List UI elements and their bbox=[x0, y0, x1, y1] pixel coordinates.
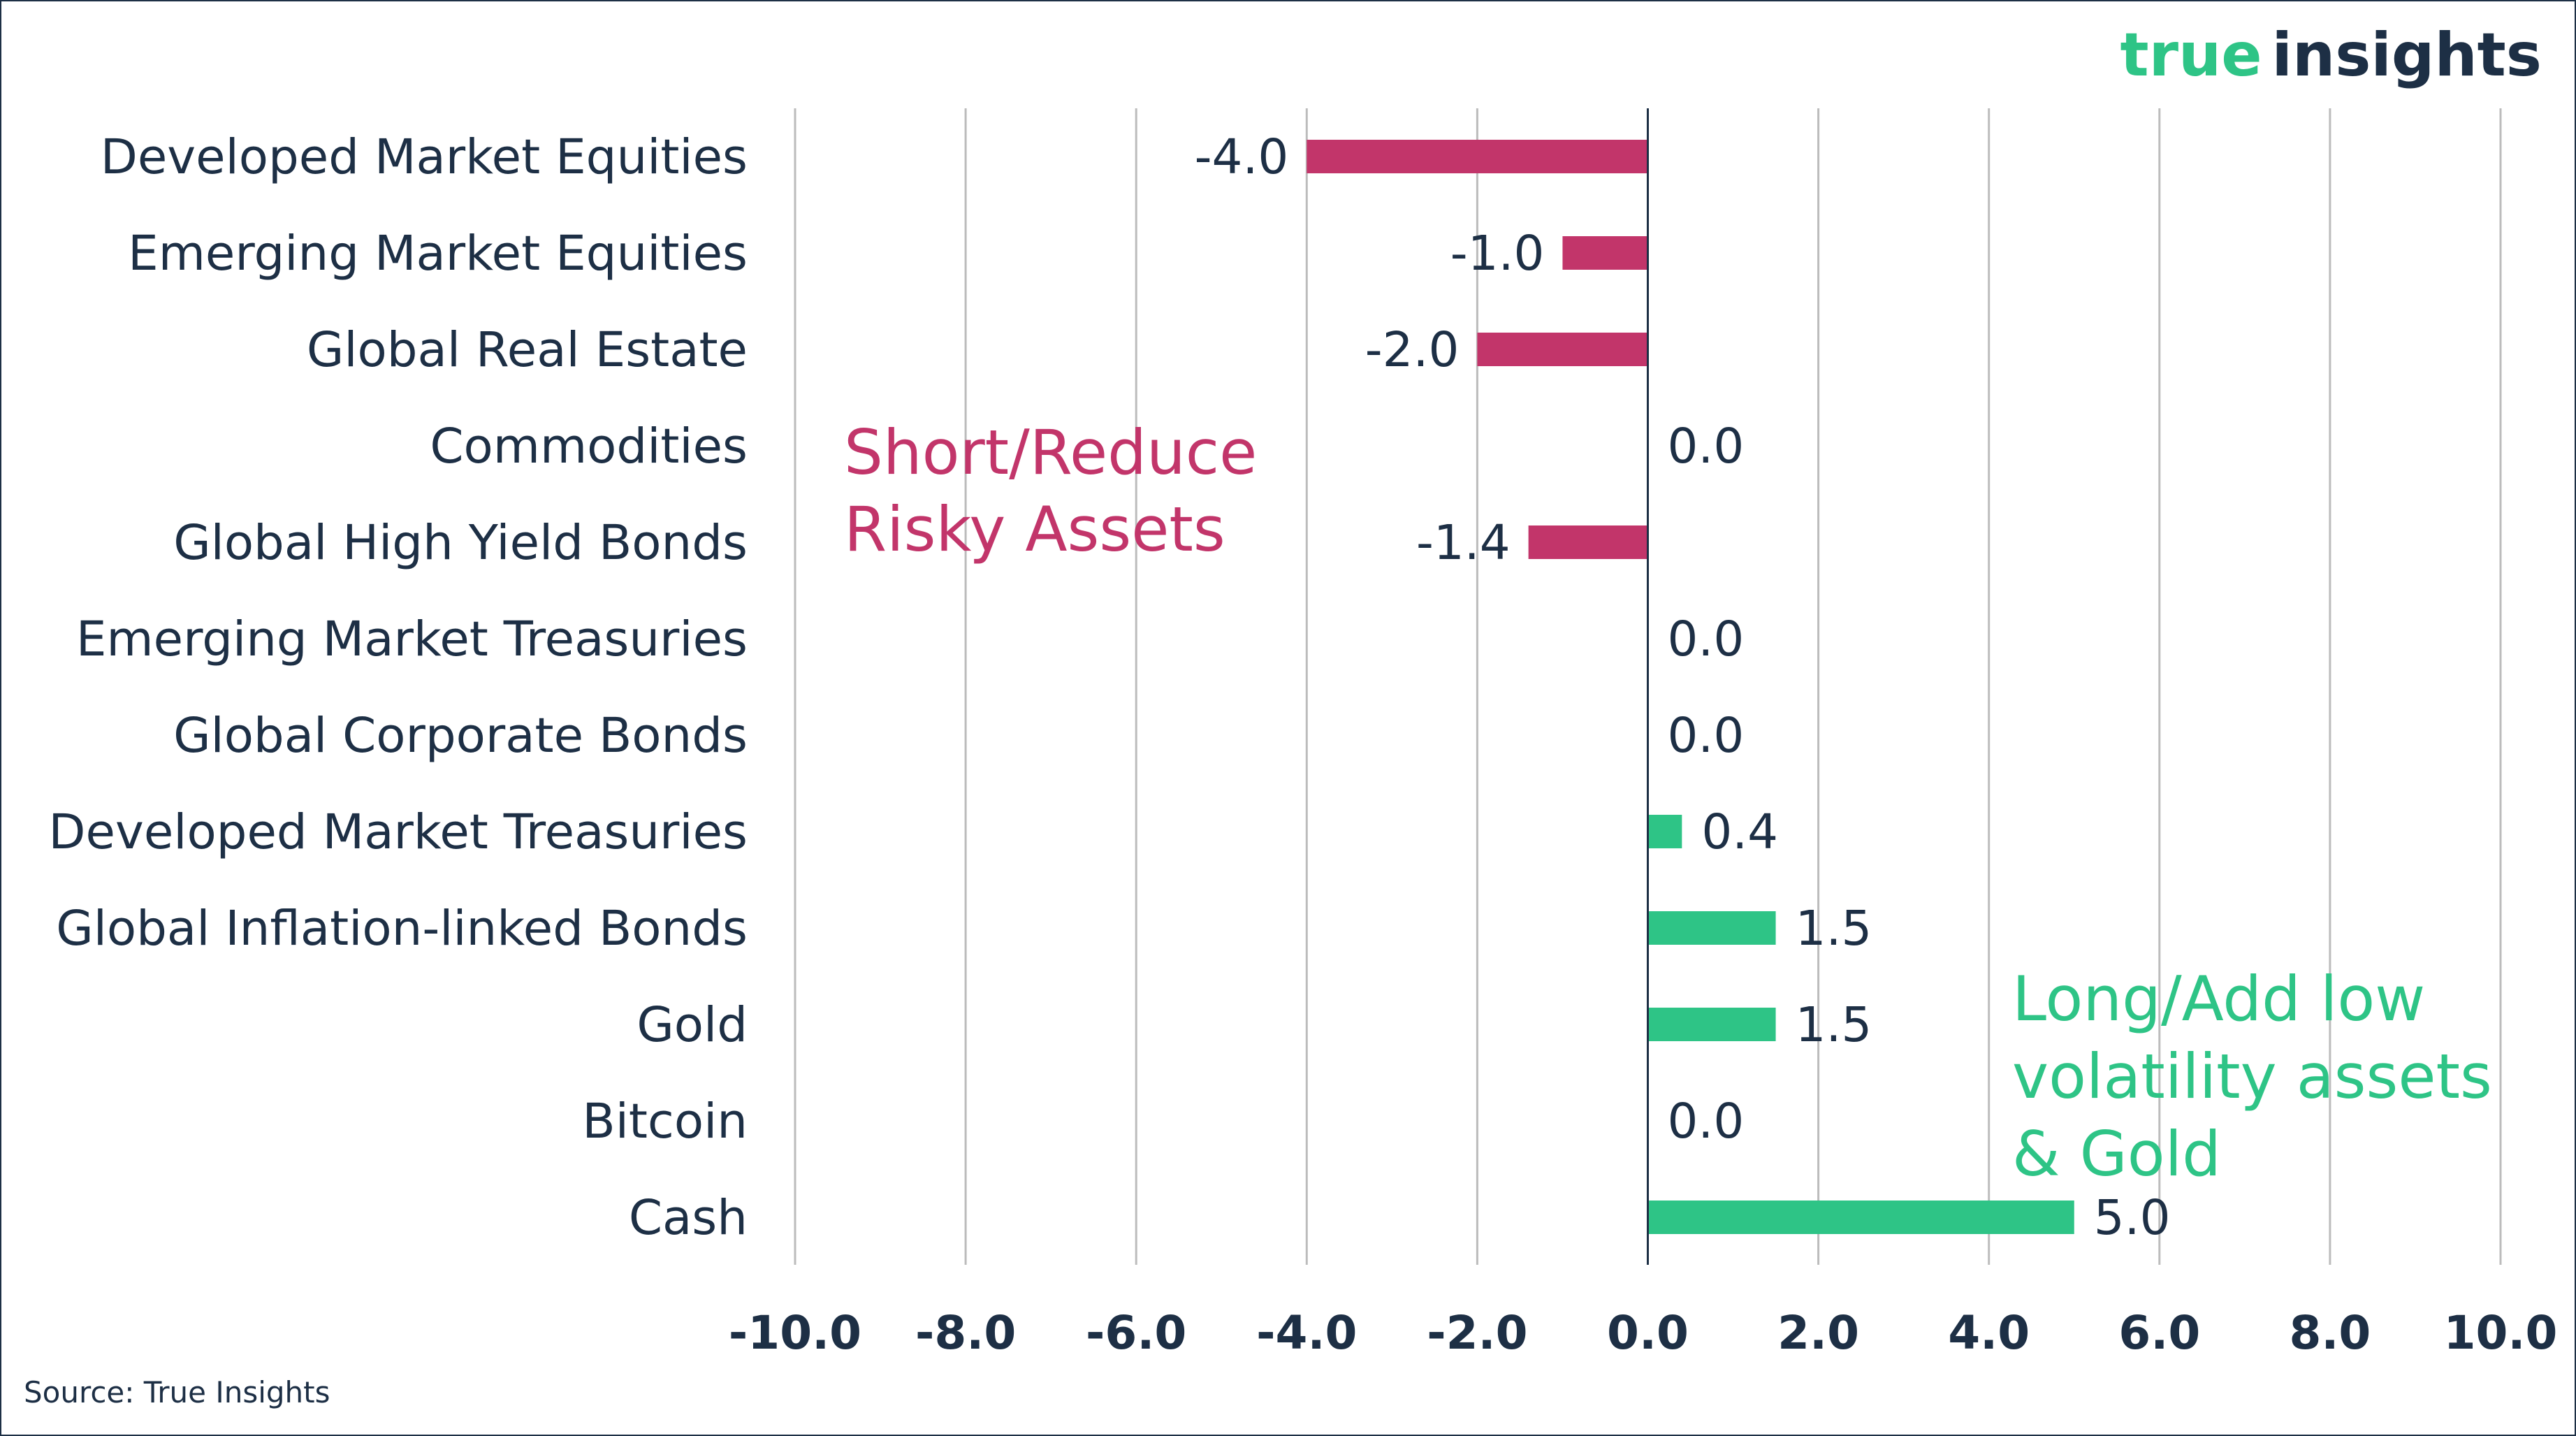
category-label: Developed Market Equities bbox=[101, 129, 748, 185]
x-tick-label: 10.0 bbox=[2444, 1306, 2558, 1360]
x-tick-label: -10.0 bbox=[729, 1306, 861, 1360]
category-label: Commodities bbox=[430, 419, 748, 474]
brand-logo-true: true bbox=[2120, 20, 2262, 90]
value-label: -1.4 bbox=[1416, 515, 1511, 571]
value-label: 5.0 bbox=[2094, 1190, 2171, 1246]
annotation-negative-line2: Risky Assets bbox=[844, 493, 1225, 565]
annotation-positive-line3: & Gold bbox=[2012, 1118, 2221, 1190]
bar bbox=[1307, 140, 1648, 173]
value-label: 0.4 bbox=[1701, 804, 1778, 860]
x-axis-ticks: -10.0 -8.0 -6.0 -4.0 -2.0 0.0 2.0 4.0 6.0 8.0 10.0 bbox=[729, 1306, 2558, 1360]
category-label: Bitcoin bbox=[582, 1094, 748, 1149]
annotation-negative: Short/Reduce Risky Assets bbox=[844, 416, 1276, 565]
category-label: Gold bbox=[636, 997, 748, 1053]
x-tick-label: 2.0 bbox=[1777, 1306, 1859, 1360]
category-label: Global Real Estate bbox=[307, 322, 748, 378]
bars bbox=[1307, 140, 2074, 1234]
category-label: Global Inflation-linked Bonds bbox=[56, 901, 748, 957]
annotation-positive: Long/Add low volatility assets & Gold bbox=[2012, 963, 2512, 1190]
bar bbox=[1647, 815, 1682, 848]
category-label: Emerging Market Treasuries bbox=[76, 611, 748, 667]
category-label: Global Corporate Bonds bbox=[173, 708, 748, 764]
value-label: 0.0 bbox=[1668, 611, 1745, 667]
x-tick-label: -4.0 bbox=[1256, 1306, 1357, 1360]
x-tick-label: -6.0 bbox=[1086, 1306, 1186, 1360]
category-label: Emerging Market Equities bbox=[128, 226, 748, 282]
bar bbox=[1647, 1008, 1776, 1041]
gridlines bbox=[794, 108, 2502, 1265]
value-label: 0.0 bbox=[1668, 1094, 1745, 1149]
x-tick-label: 8.0 bbox=[2289, 1306, 2371, 1360]
category-label: Global High Yield Bonds bbox=[173, 515, 748, 571]
brand-logo-insights: insights bbox=[2272, 20, 2542, 90]
value-label: 1.5 bbox=[1796, 997, 1872, 1053]
brand-logo: true insights bbox=[2120, 20, 2542, 90]
x-tick-label: 6.0 bbox=[2118, 1306, 2200, 1360]
bar bbox=[1477, 333, 1648, 366]
value-labels: -4.0 -1.0 -2.0 0.0 -1.4 0.0 0.0 0.4 1.5 1.5 0.0 5.0 bbox=[1195, 129, 2171, 1246]
category-label: Cash bbox=[629, 1190, 748, 1246]
bar bbox=[1647, 1201, 2074, 1234]
value-label: -2.0 bbox=[1365, 322, 1460, 378]
annotation-positive-line2: volatility assets bbox=[2012, 1040, 2492, 1112]
value-label: 0.0 bbox=[1668, 419, 1745, 474]
annotation-negative-line1: Short/Reduce bbox=[844, 416, 1257, 488]
x-tick-label: -8.0 bbox=[915, 1306, 1016, 1360]
value-label: 1.5 bbox=[1796, 901, 1872, 957]
category-labels: Developed Market Equities Emerging Market… bbox=[48, 129, 748, 1246]
x-tick-label: -2.0 bbox=[1427, 1306, 1527, 1360]
bar bbox=[1562, 236, 1648, 270]
value-label: 0.0 bbox=[1668, 708, 1745, 764]
bar bbox=[1528, 525, 1648, 559]
annotation-positive-line1: Long/Add low bbox=[2012, 963, 2425, 1035]
x-tick-label: 0.0 bbox=[1607, 1306, 1689, 1360]
value-label: -4.0 bbox=[1195, 129, 1289, 185]
source-note: Source: True Insights bbox=[24, 1375, 330, 1409]
value-label: -1.0 bbox=[1450, 226, 1545, 282]
x-tick-label: 4.0 bbox=[1948, 1306, 2030, 1360]
bar bbox=[1647, 911, 1776, 945]
category-label: Developed Market Treasuries bbox=[48, 804, 748, 860]
